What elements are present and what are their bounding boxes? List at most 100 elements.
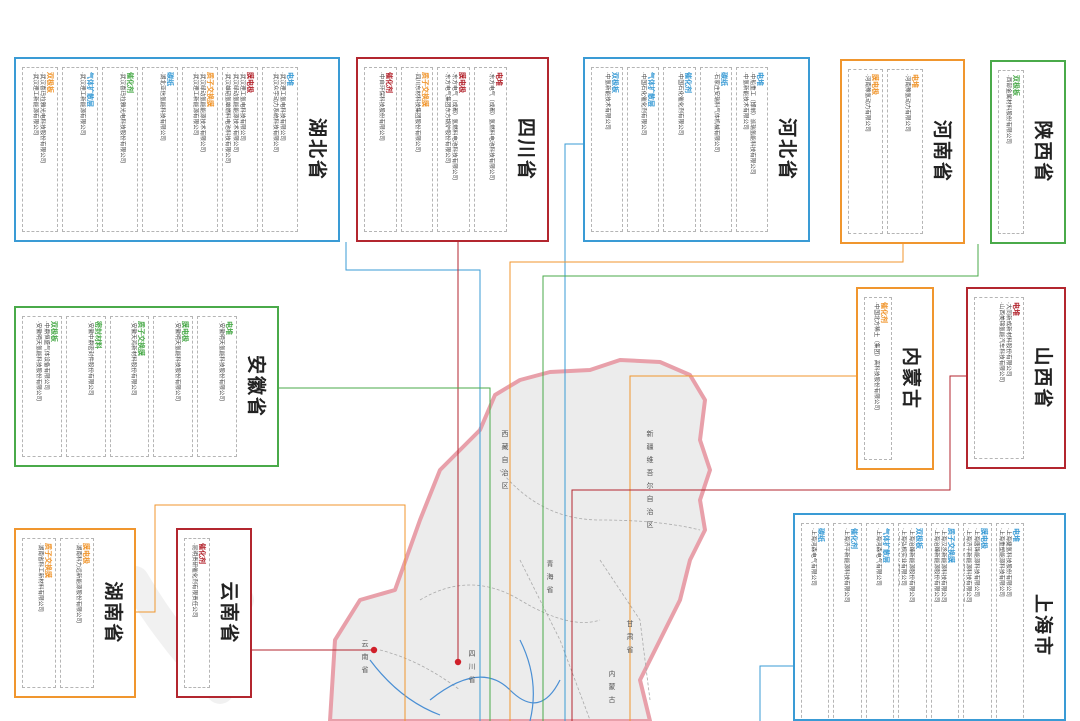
company-item: ·武汉理工氢电科技有限公司: [279, 72, 285, 141]
company-item: ·中船重工（邯郸）派瑞氢能科技有限公司: [749, 72, 755, 175]
company-item: ·中国北方稀土（集团）高科技股份有限公司: [873, 302, 879, 411]
leader-line-3: [564, 143, 583, 721]
category-label: 质子交换膜: [44, 543, 52, 578]
category-block: 催化剂 ·上海济平新能源科技有限公司: [833, 523, 862, 719]
company-item: ·武汉理工新能源有限公司: [191, 72, 198, 136]
company-item: ·石家庄安瑞科气体机械有限公司: [712, 72, 719, 153]
company-item: ·上海治臻新能源股份有限公司: [932, 528, 939, 603]
category-block: 双极板·上海治臻新能源股份有限公司·上海弘枫实业有限公司·上海神力科技有限公司·…: [898, 523, 927, 719]
category-block: 膜电极 ·安徽明天氢能科技股份有限公司: [153, 316, 194, 457]
category-label: 双极板: [46, 72, 54, 93]
category-block: 电堆 ·河南豫氢动力有限公司: [887, 69, 923, 234]
company-item: ·上海河森电气有限公司: [810, 528, 817, 586]
region-label-1: 新疆维吾尔自治区: [646, 429, 654, 534]
company-item: ·上海重塑能源科技有限公司: [997, 528, 1004, 597]
category-label: 气体扩散层: [647, 72, 656, 107]
company-item: ·安徽明天氢能科技股份有限公司: [35, 321, 42, 402]
leader-line-8: [571, 375, 966, 721]
category-label: 质子交换膜: [947, 528, 956, 563]
category-label: 气体扩散层: [882, 528, 891, 563]
category-block: 催化剂 ·昆明贵研催化剂有限责任公司: [184, 538, 210, 688]
category-block: 碳纸 ·湖北亚信氢能科技有限公司: [142, 67, 178, 232]
category-block: 电堆·上海捷氢科技股份有限公司·上海重塑能源科技有限公司·上海神力科技有限公司·…: [995, 523, 1024, 719]
category-label: 催化剂: [384, 72, 393, 93]
company-item: ·湖南省科工新材料有限公司: [37, 543, 43, 612]
province-title: 云南省: [218, 581, 240, 645]
company-item: ·武汉绿动氢能能源技术有限公司: [231, 72, 238, 153]
company-item: ·湖北亚信氢能科技有限公司: [159, 72, 165, 141]
category-block: 电堆 ·大同新成新材料股份有限公司 ·山西美锦氢能汽车科技有限公司: [974, 297, 1024, 459]
company-item: ·昆明贵研催化剂有限责任公司: [191, 543, 197, 618]
category-block: 催化剂 ·中国北方稀土（集团）高科技股份有限公司: [864, 297, 892, 460]
category-block: 电堆 ·武汉理工氢电科技有限公司 ·武汉众宇动力系统科技有限公司: [262, 67, 298, 232]
category-label: 催化剂: [880, 302, 888, 323]
category-block: 膜电极 ·武汉理工氢电科技有限公司 ·武汉绿动氢能能源技术有限公司 ·武汉雄韬氢雄燃料…: [222, 67, 258, 232]
company-item: ·安徽中鼎密封件股份有限公司: [86, 321, 93, 396]
category-block: 催化剂 ·中国石化催化剂有限公司: [663, 67, 696, 232]
province-title: 上海市: [1032, 593, 1054, 657]
company-item: ·武汉喜玛拉雅光电科技股份有限公司: [39, 72, 45, 164]
category-block: 质子交换膜 ·安徽天鸿新材料股份有限公司: [109, 316, 150, 457]
leader-line-5: [542, 244, 979, 721]
category-block: 催化剂 ·中自环保科技股份有限公司: [364, 67, 397, 232]
china-outline: [328, 358, 712, 721]
leader-line-4: [509, 244, 904, 721]
company-item: ·安徽明天氢能科技股份有限公司: [174, 321, 181, 402]
category-block: 电堆 ·安徽明天氢能科技股份有限公司: [197, 316, 237, 457]
company-item: ·上海捷氢科技股份有限公司: [1005, 528, 1011, 597]
category-label: 双极板: [1012, 75, 1020, 96]
province-box-11: 上海市电堆·上海捷氢科技股份有限公司·上海重塑能源科技有限公司·上海神力科技有限…: [793, 513, 1066, 721]
company-item: ·东方电气（成都）氢燃料电池科技有限公司: [451, 72, 458, 181]
category-label: 电堆: [1012, 302, 1020, 316]
leader-line-6: [279, 387, 491, 721]
category-block: 质子交换膜 ·武汉绿动氢能能源技术有限公司 ·武汉理工新能源有限公司: [182, 67, 218, 232]
category-block: 膜电极·上海唐锋能源科技有限公司·上海济平新能源科技有限公司·上海攀业氢能源科技…: [963, 523, 992, 719]
company-item: ·上海弘枫实业有限公司: [900, 528, 907, 586]
province-title: 陕西省: [1032, 120, 1054, 184]
province-title: 湖北省: [306, 117, 328, 181]
region-label-3: 青海省: [546, 559, 554, 599]
category-label: 膜电极: [181, 321, 190, 342]
company-item: ·安徽天鸿新材料股份有限公司: [130, 321, 137, 396]
province-title: 湖南省: [102, 581, 124, 645]
category-label: 双极板: [611, 72, 620, 93]
category-block: 气体扩散层 ·上海河森电气有限公司: [865, 523, 895, 719]
company-item: ·安徽明天氢能科技股份有限公司: [218, 321, 224, 402]
category-label: 电堆: [756, 72, 764, 86]
province-box-3: 河北省 电堆 ·中船重工（邯郸）派瑞氢能科技有限公司 ·中氢新能技术有限公司 碳纸 ·石家…: [583, 57, 810, 242]
category-label: 电堆: [1012, 528, 1020, 542]
company-item: ·武汉雄韬氢雄燃料电池科技有限公司: [224, 72, 231, 164]
company-item: ·上海治臻新能源股份有限公司: [907, 528, 914, 603]
category-block: 气体扩散层 ·武汉理工新能源有限公司: [62, 67, 98, 232]
category-block: 膜电极 ·湖南科力远新能源股份有限公司: [60, 538, 94, 688]
category-label: 质子交换膜: [137, 321, 146, 356]
category-label: 电堆: [286, 72, 294, 86]
category-block: 电堆 ·东方电气（成都）氢燃料电池科技有限公司: [474, 67, 507, 232]
category-block: 碳纸 ·上海河森电气有限公司: [801, 523, 830, 719]
category-block: 密封材料 ·安徽中鼎密封件股份有限公司: [65, 316, 106, 457]
category-label: 膜电极: [871, 74, 880, 95]
company-item: ·四川东材科技集团股份有限公司: [414, 72, 421, 153]
category-block: 双极板 ·中氢新能技术有限公司: [590, 67, 624, 232]
province-box-8: 山西省 电堆 ·大同新成新材料股份有限公司 ·山西美锦氢能汽车科技有限公司: [966, 287, 1066, 469]
company-item: ·上海唐锋能源科技有限公司: [972, 528, 979, 597]
company-item: ·上海济平新能源科技有限公司: [965, 528, 972, 603]
company-item: ·中自环保科技股份有限公司: [377, 72, 384, 141]
category-block: 膜电极 ·东方电气（成都）氢燃料电池科技有限公司 ·东方电气集团东方锅炉股份有限公司: [437, 67, 471, 232]
leader-line-9: [136, 504, 406, 721]
category-label: 催化剂: [198, 543, 206, 564]
leader-line-7: [629, 375, 856, 721]
company-item: ·河南豫氢动力有限公司: [864, 74, 871, 132]
category-label: 质子交换膜: [206, 72, 214, 107]
category-block: 质子交换膜 ·上海汉丞新能源科技有限公司 ·上海治臻新能源股份有限公司: [930, 523, 960, 719]
company-item: ·中国石化催化剂有限公司: [676, 72, 683, 136]
leader-line-1: [345, 242, 481, 721]
region-label-2: 西藏自治区: [501, 430, 509, 495]
company-item: ·武汉理工新能源有限公司: [79, 72, 85, 136]
location-markers: [370, 646, 462, 666]
category-label: 碳纸: [166, 72, 174, 86]
category-label: 催化剂: [849, 528, 858, 549]
company-item: ·上海河森电气有限公司: [875, 528, 882, 586]
province-box-9: 湖南省 膜电极 ·湖南科力远新能源股份有限公司 质子交换膜 ·湖南省科工新材料有限公司: [14, 528, 136, 698]
company-item: ·大同新成新材料股份有限公司: [1005, 302, 1011, 377]
